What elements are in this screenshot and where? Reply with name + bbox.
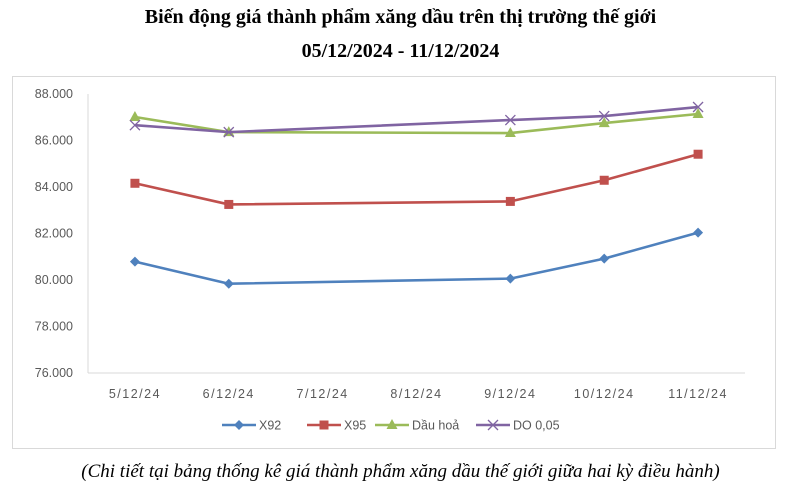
- data-point: [224, 199, 234, 209]
- x-tick-label: 5/12/24: [109, 387, 161, 401]
- data-point: [692, 107, 704, 118]
- legend-label: DO 0,05: [513, 419, 560, 433]
- y-tick-label: 84.000: [35, 180, 73, 194]
- series-line-0: [134, 231, 699, 286]
- data-point: [693, 149, 703, 159]
- legend-marker: [386, 419, 398, 429]
- data-point: [598, 110, 610, 122]
- x-tick-label: 8/12/24: [390, 387, 442, 401]
- legend-marker: [234, 420, 244, 430]
- y-tick-label: 86.000: [35, 134, 73, 148]
- x-tick-label: 11/12/24: [668, 387, 728, 401]
- chart-frame: [12, 76, 776, 449]
- y-tick-label: 76.000: [35, 366, 73, 380]
- data-point: [129, 119, 141, 131]
- data-point: [692, 101, 704, 113]
- legend-marker: [487, 419, 499, 431]
- x-tick-label: 7/12/24: [297, 387, 349, 401]
- legend-label: X92: [259, 419, 281, 433]
- y-tick-label: 78.000: [35, 320, 73, 334]
- data-point: [504, 127, 516, 138]
- x-tick-label: 10/12/24: [574, 387, 635, 401]
- legend-marker: [319, 420, 329, 430]
- data-point: [599, 253, 610, 264]
- legend-label: X95: [344, 419, 366, 433]
- data-point: [693, 227, 704, 238]
- data-point: [223, 278, 234, 289]
- y-tick-label: 82.000: [35, 227, 73, 241]
- x-tick-label: 9/12/24: [484, 387, 536, 401]
- chart-subtitle: 05/12/2024 - 11/12/2024: [301, 40, 500, 62]
- legend-label: Dầu hoả: [412, 419, 459, 433]
- data-point: [505, 196, 515, 206]
- data-point: [598, 117, 610, 128]
- x-tick-label: 6/12/24: [203, 387, 255, 401]
- chart-title: Biến động giá thành phẩm xăng dầu trên t…: [144, 6, 657, 28]
- y-tick-label: 88.000: [35, 87, 73, 101]
- series-line-3: [134, 105, 699, 134]
- series-line-1: [134, 152, 699, 206]
- data-point: [223, 126, 235, 138]
- data-point: [504, 114, 516, 126]
- caption: (Chi tiết tại bảng thống kê giá thành ph…: [81, 461, 720, 482]
- data-point: [505, 273, 516, 284]
- data-point: [129, 111, 141, 122]
- data-point: [599, 175, 609, 185]
- data-point: [130, 178, 140, 188]
- y-tick-label: 80.000: [35, 273, 73, 287]
- data-point: [129, 256, 140, 267]
